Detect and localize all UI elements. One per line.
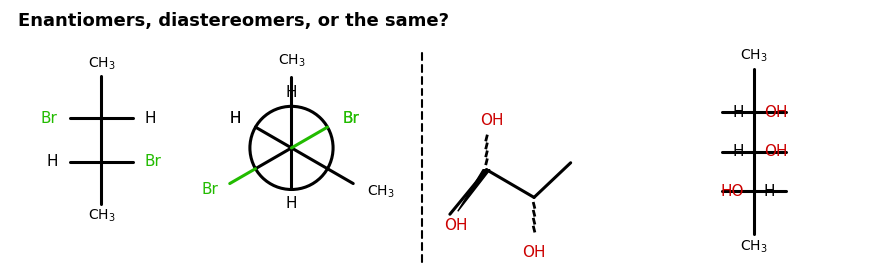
- Text: Br: Br: [202, 182, 218, 197]
- Text: H: H: [763, 184, 774, 199]
- Text: H: H: [285, 85, 297, 100]
- Text: CH$_3$: CH$_3$: [739, 48, 766, 64]
- Text: CH$_3$: CH$_3$: [277, 53, 305, 69]
- Text: H: H: [229, 111, 240, 126]
- Text: H: H: [731, 105, 743, 120]
- Text: CH$_3$: CH$_3$: [88, 56, 115, 72]
- Text: OH: OH: [479, 113, 503, 128]
- Text: H: H: [731, 144, 743, 159]
- Text: CH$_3$: CH$_3$: [367, 183, 394, 200]
- Text: Br: Br: [342, 111, 359, 126]
- Text: Br: Br: [342, 111, 359, 126]
- Text: OH: OH: [444, 218, 467, 233]
- Text: H: H: [46, 154, 58, 169]
- Text: H: H: [229, 111, 240, 126]
- Text: OH: OH: [763, 144, 787, 159]
- Text: H: H: [285, 196, 297, 211]
- Text: OH: OH: [522, 245, 545, 260]
- Text: Enantiomers, diastereomers, or the same?: Enantiomers, diastereomers, or the same?: [18, 12, 449, 30]
- Text: HO: HO: [720, 184, 743, 199]
- Text: Br: Br: [145, 154, 161, 169]
- Text: CH$_3$: CH$_3$: [88, 208, 115, 224]
- Text: Br: Br: [41, 111, 58, 126]
- Text: H: H: [145, 111, 156, 126]
- Polygon shape: [457, 170, 489, 211]
- Text: CH$_3$: CH$_3$: [739, 239, 766, 255]
- Text: OH: OH: [763, 105, 787, 120]
